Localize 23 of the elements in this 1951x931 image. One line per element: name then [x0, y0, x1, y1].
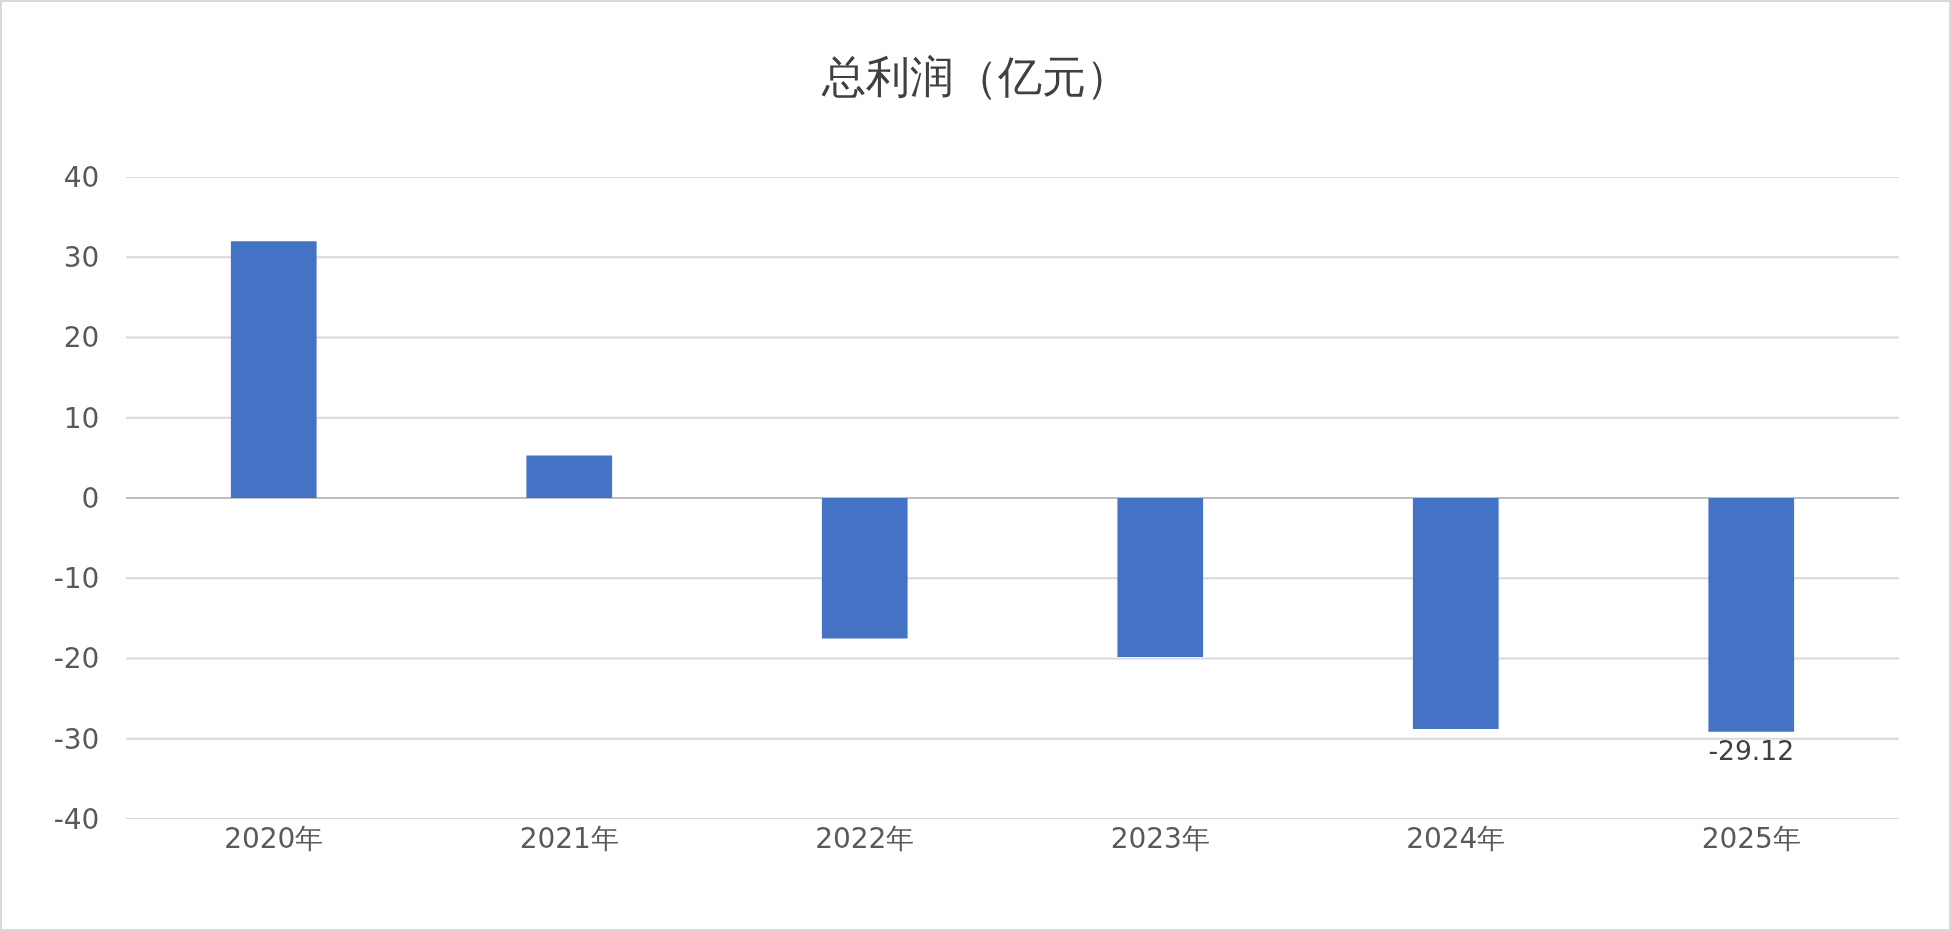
y-tick-label: -40 — [53, 802, 100, 836]
x-tick-label: 2025年 — [1701, 822, 1801, 855]
bar — [526, 455, 613, 498]
x-tick-label: 2020年 — [224, 822, 324, 855]
bar — [1412, 498, 1499, 730]
y-tick-label: 20 — [63, 321, 100, 355]
y-tick-label: 30 — [63, 241, 100, 275]
y-tick-label: -20 — [53, 642, 100, 676]
y-tick-label: 0 — [81, 481, 100, 515]
x-tick-label: 2021年 — [519, 822, 619, 855]
y-tick-label: -10 — [53, 562, 100, 596]
bar — [230, 241, 317, 498]
y-tick-label: 40 — [63, 160, 100, 194]
x-tick-label: 2023年 — [1110, 822, 1210, 855]
data-label: -29.12 — [1708, 734, 1795, 766]
bar — [1708, 498, 1795, 732]
bar — [1117, 498, 1204, 657]
bar — [821, 498, 908, 639]
y-tick-label: 10 — [63, 401, 100, 435]
x-tick-label: 2022年 — [815, 822, 915, 855]
chart-title: 总利润（亿元） — [820, 50, 1130, 102]
x-tick-label: 2024年 — [1406, 822, 1506, 855]
y-tick-label: -30 — [53, 722, 100, 756]
